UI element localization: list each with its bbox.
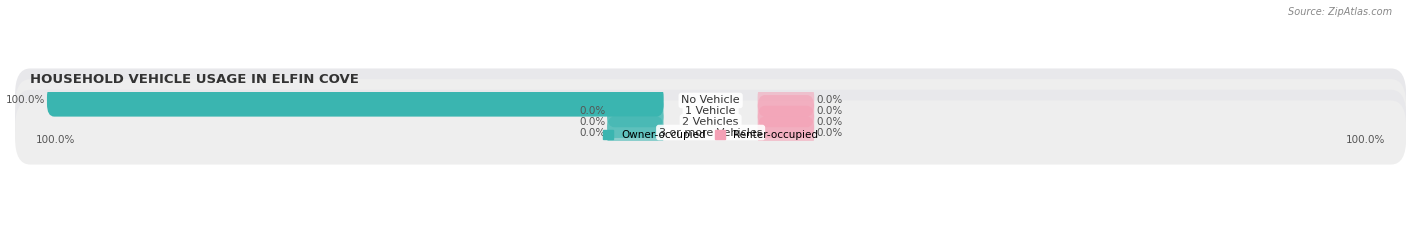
FancyBboxPatch shape	[758, 84, 814, 116]
Text: 0.0%: 0.0%	[815, 117, 842, 127]
FancyBboxPatch shape	[15, 100, 1406, 164]
Text: 0.0%: 0.0%	[815, 127, 842, 137]
Text: 0.0%: 0.0%	[579, 117, 605, 127]
FancyBboxPatch shape	[15, 69, 1406, 133]
Text: 0.0%: 0.0%	[815, 96, 842, 106]
Text: 0.0%: 0.0%	[579, 127, 605, 137]
Text: 2 Vehicles: 2 Vehicles	[682, 117, 738, 127]
Text: 3 or more Vehicles: 3 or more Vehicles	[659, 127, 762, 137]
FancyBboxPatch shape	[758, 106, 814, 138]
FancyBboxPatch shape	[607, 95, 664, 127]
Text: 100.0%: 100.0%	[37, 135, 76, 145]
FancyBboxPatch shape	[607, 116, 664, 149]
Text: 1 Vehicle: 1 Vehicle	[685, 106, 735, 116]
FancyBboxPatch shape	[15, 79, 1406, 143]
FancyBboxPatch shape	[758, 116, 814, 149]
Text: 100.0%: 100.0%	[1346, 135, 1385, 145]
Legend: Owner-occupied, Renter-occupied: Owner-occupied, Renter-occupied	[599, 126, 823, 144]
Text: 0.0%: 0.0%	[815, 106, 842, 116]
FancyBboxPatch shape	[46, 84, 664, 116]
FancyBboxPatch shape	[758, 95, 814, 127]
Text: No Vehicle: No Vehicle	[682, 96, 740, 106]
Text: 0.0%: 0.0%	[579, 106, 605, 116]
Text: HOUSEHOLD VEHICLE USAGE IN ELFIN COVE: HOUSEHOLD VEHICLE USAGE IN ELFIN COVE	[30, 73, 359, 86]
Text: Source: ZipAtlas.com: Source: ZipAtlas.com	[1288, 7, 1392, 17]
FancyBboxPatch shape	[15, 90, 1406, 154]
Text: 100.0%: 100.0%	[6, 96, 45, 106]
FancyBboxPatch shape	[607, 106, 664, 138]
